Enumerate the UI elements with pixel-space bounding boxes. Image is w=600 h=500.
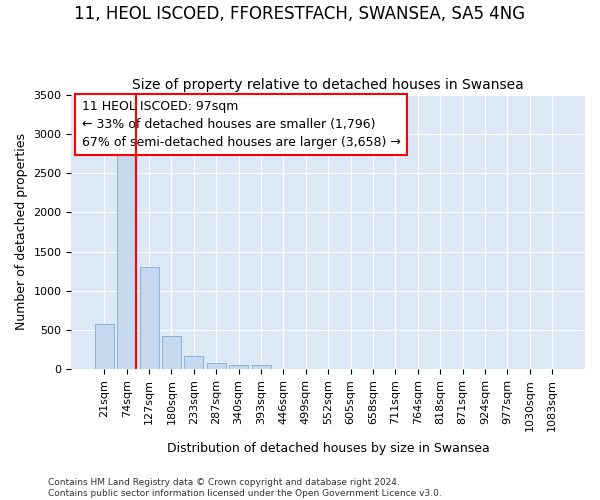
Bar	[207, 364, 226, 370]
Bar	[117, 142, 136, 370]
Bar	[229, 365, 248, 370]
Title: Size of property relative to detached houses in Swansea: Size of property relative to detached ho…	[133, 78, 524, 92]
Y-axis label: Number of detached properties: Number of detached properties	[15, 134, 28, 330]
Text: Contains HM Land Registry data © Crown copyright and database right 2024.
Contai: Contains HM Land Registry data © Crown c…	[48, 478, 442, 498]
Bar	[184, 356, 203, 370]
Text: 11, HEOL ISCOED, FFORESTFACH, SWANSEA, SA5 4NG: 11, HEOL ISCOED, FFORESTFACH, SWANSEA, S…	[74, 5, 526, 23]
Text: 11 HEOL ISCOED: 97sqm
← 33% of detached houses are smaller (1,796)
67% of semi-d: 11 HEOL ISCOED: 97sqm ← 33% of detached …	[82, 100, 401, 149]
Bar	[95, 324, 114, 370]
Bar	[251, 365, 271, 370]
Bar	[162, 336, 181, 370]
X-axis label: Distribution of detached houses by size in Swansea: Distribution of detached houses by size …	[167, 442, 490, 455]
Bar	[140, 267, 158, 370]
